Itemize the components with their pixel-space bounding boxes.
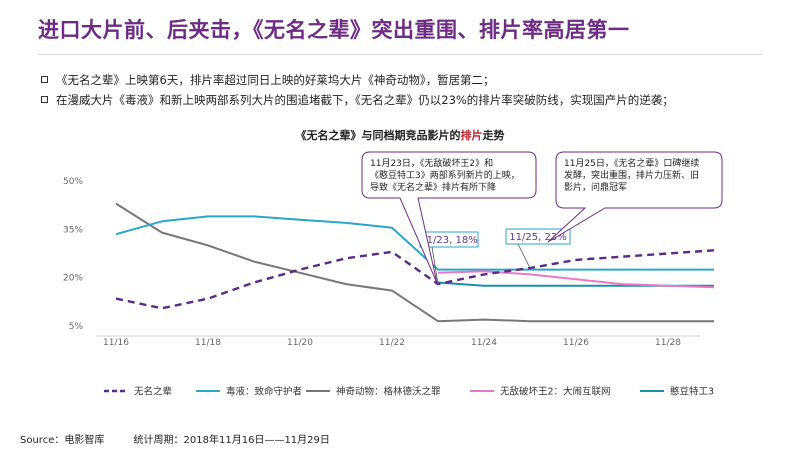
series-line xyxy=(115,202,714,323)
annotation-text: 发酵，突出重围，排片力压新、旧 xyxy=(564,169,699,181)
y-tick-label: 20% xyxy=(63,274,83,284)
title-divider xyxy=(38,54,762,55)
bullet-text: 《无名之辈》上映第6天，排片率超过同日上映的好莱坞大片《神奇动物》，暂居第二； xyxy=(56,73,495,87)
square-bullet-icon xyxy=(41,76,48,83)
annotation-callout xyxy=(361,151,537,284)
y-tick-label: 5% xyxy=(69,322,84,332)
data-label-leader xyxy=(431,246,439,285)
data-label-leader xyxy=(517,243,531,269)
page-title: 进口大片前、后夹击，《无名之辈》突出重围、排片率高居第一 xyxy=(38,18,630,42)
series-line xyxy=(115,249,715,310)
source-footer: Source：电影智库 统计周期：2018年11月16日——11月29日 xyxy=(20,431,330,446)
annotation-text: 《憨豆特工3》两部系列新片的上映， xyxy=(370,169,520,181)
legend-label: 毒液：致命守护者 xyxy=(226,386,302,398)
bullet-text: 在漫威大片《毒液》和新上映两部系列大片的围追堵截下，《无名之辈》仍以23%的排片… xyxy=(56,93,674,107)
y-tick-label: 35% xyxy=(63,225,83,235)
x-tick-label: 11/20 xyxy=(287,338,313,348)
square-bullet-icon xyxy=(41,96,48,103)
bullet-item: 在漫威大片《毒液》和新上映两部系列大片的围追堵截下，《无名之辈》仍以23%的排片… xyxy=(41,90,674,110)
x-tick-label: 11/24 xyxy=(471,338,497,348)
data-label: 11/23, 18% xyxy=(420,235,477,246)
annotation-text: 影片，问鼎冠军 xyxy=(564,181,627,193)
annotation-callout xyxy=(547,151,723,243)
data-label-box xyxy=(505,228,571,245)
bullet-list: 《无名之辈》上映第6天，排片率超过同日上映的好莱坞大片《神奇动物》，暂居第二； … xyxy=(41,70,674,110)
x-tick-label: 11/22 xyxy=(379,338,405,348)
bullet-item: 《无名之辈》上映第6天，排片率超过同日上映的好莱坞大片《神奇动物》，暂居第二； xyxy=(41,70,674,90)
chart-title: 《无名之辈》与同档期竞品影片的排片走势 xyxy=(296,128,505,142)
legend-label: 无敌破坏王2：大闹互联网 xyxy=(500,386,611,398)
legend-label: 神奇动物：格林德沃之罪 xyxy=(336,386,441,398)
data-label: 11/25, 23% xyxy=(509,232,566,243)
source-text: Source：电影智库 xyxy=(20,435,105,446)
y-tick-label: 50% xyxy=(63,177,83,187)
series-line xyxy=(115,215,714,271)
legend-label: 憨豆特工3 xyxy=(670,386,714,398)
chart-title-highlight: 排片 xyxy=(461,128,483,142)
period-text: 统计周期：2018年11月16日——11月29日 xyxy=(133,435,330,446)
chart-title-prefix: 《无名之辈》与同档期竞品影片的 xyxy=(296,128,461,142)
annotation-text: 11月25日，《无名之辈》口碑继续 xyxy=(564,157,699,169)
chart-title-suffix: 走势 xyxy=(482,128,505,142)
x-tick-label: 11/16 xyxy=(103,338,129,348)
series-line xyxy=(437,270,715,289)
annotation-text: 11月23日，《无敌破坏王2》和 xyxy=(370,157,493,169)
annotation-text: 导致《无名之辈》排片有所下降 xyxy=(370,181,496,193)
x-tick-label: 11/18 xyxy=(195,338,221,348)
x-tick-label: 11/28 xyxy=(655,338,681,348)
x-tick-label: 11/26 xyxy=(563,338,589,348)
legend-label: 无名之辈 xyxy=(134,386,173,398)
